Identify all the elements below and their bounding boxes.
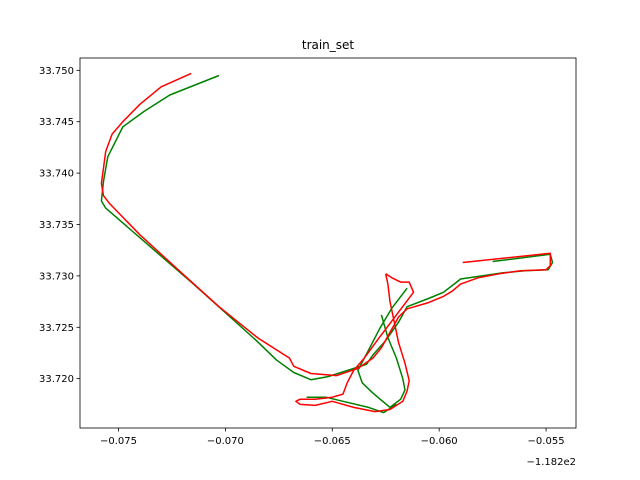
series-line-3 [100,72,552,377]
x-tick-label: −0.065 [314,436,351,447]
y-tick-label: 33.725 [39,323,74,334]
y-tick-label: 33.720 [39,374,74,385]
series-line-2 [306,396,397,414]
y-tick-label: 33.745 [39,117,74,128]
series-line-1 [357,287,408,409]
x-axis-offset-label: −1.182e2 [526,457,576,468]
y-axis: 33.720 33.725 33.730 33.735 33.740 33.745 33.7… [39,66,80,385]
x-tick-label: −0.055 [528,436,565,447]
y-tick-label: 33.740 [39,169,74,180]
plot-frame [79,57,577,429]
series-layer [100,72,554,414]
y-tick-label: 33.735 [39,220,74,231]
x-tick-label: −0.075 [100,436,137,447]
x-tick-label: −0.060 [421,436,458,447]
y-tick-label: 33.750 [39,66,74,77]
series-line-4 [295,273,415,413]
chart-title: train_set [302,38,355,52]
x-tick-label: −0.070 [207,436,244,447]
x-axis: −0.075 −0.070 −0.065 −0.060 −0.055 [100,428,565,447]
y-tick-label: 33.730 [39,271,74,282]
